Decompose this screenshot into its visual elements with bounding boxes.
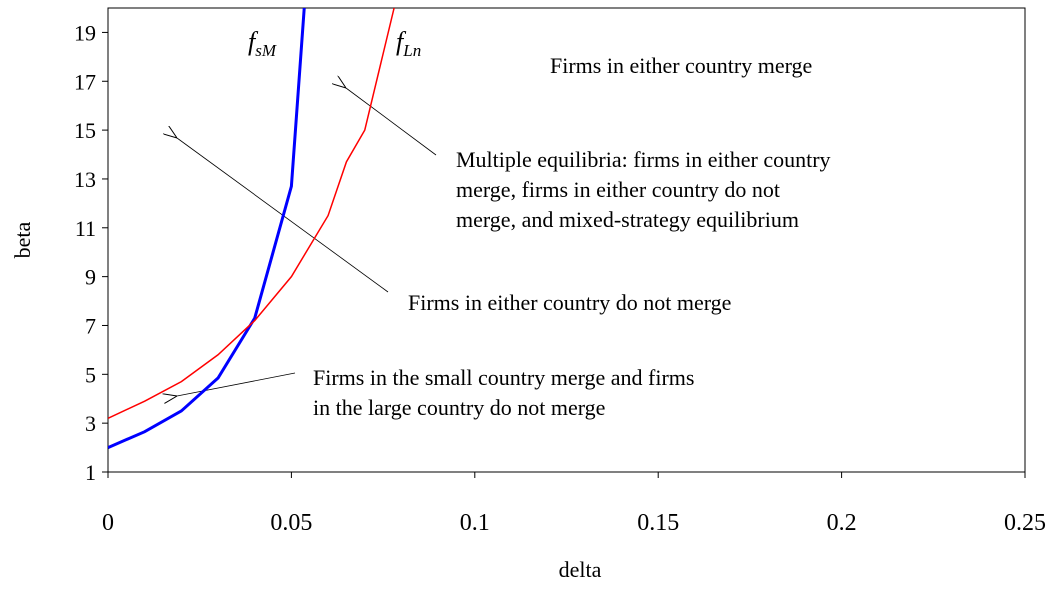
annotation: Firms in either country do not merge <box>408 290 731 315</box>
x-tick-label: 0.2 <box>827 510 857 536</box>
annotation: in the large country do not merge <box>313 395 605 420</box>
y-tick-label: 13 <box>74 167 96 192</box>
y-axis-label: beta <box>10 221 35 258</box>
annotation: Firms in either country merge <box>550 53 812 78</box>
y-tick-label: 11 <box>75 216 96 241</box>
annotation: Multiple equilibria: firms in either cou… <box>456 147 831 172</box>
series-label-sub: Ln <box>402 41 421 60</box>
y-tick-label: 15 <box>74 118 96 143</box>
arrow <box>346 88 437 156</box>
series-line <box>108 8 306 449</box>
y-tick-label: 5 <box>85 362 96 387</box>
x-tick-label: 0.1 <box>460 510 490 536</box>
annotation: merge, firms in either country do not <box>456 177 780 202</box>
series-label-f: f <box>248 27 259 56</box>
y-tick-label: 19 <box>74 20 96 45</box>
series-line <box>108 8 395 419</box>
series-label: fsM <box>248 27 277 60</box>
y-tick-label: 17 <box>74 69 96 94</box>
y-tick-label: 7 <box>85 313 96 338</box>
arrow <box>177 372 296 396</box>
annotation: Firms in the small country merge and fir… <box>313 365 694 390</box>
x-tick-label: 0.15 <box>637 510 679 536</box>
series-label-sub: sM <box>255 41 277 60</box>
series-label: fLn <box>396 27 421 60</box>
x-tick-label: 0 <box>102 510 114 536</box>
y-tick-label: 1 <box>85 460 96 485</box>
series-label-f: f <box>396 27 407 56</box>
x-tick-label: 0.25 <box>1004 510 1046 536</box>
annotation: merge, and mixed-strategy equilibrium <box>456 207 799 232</box>
y-tick-label: 3 <box>85 411 96 436</box>
y-tick-label: 9 <box>85 265 96 290</box>
x-tick-label: 0.05 <box>270 510 312 536</box>
x-axis-label: delta <box>559 557 602 582</box>
